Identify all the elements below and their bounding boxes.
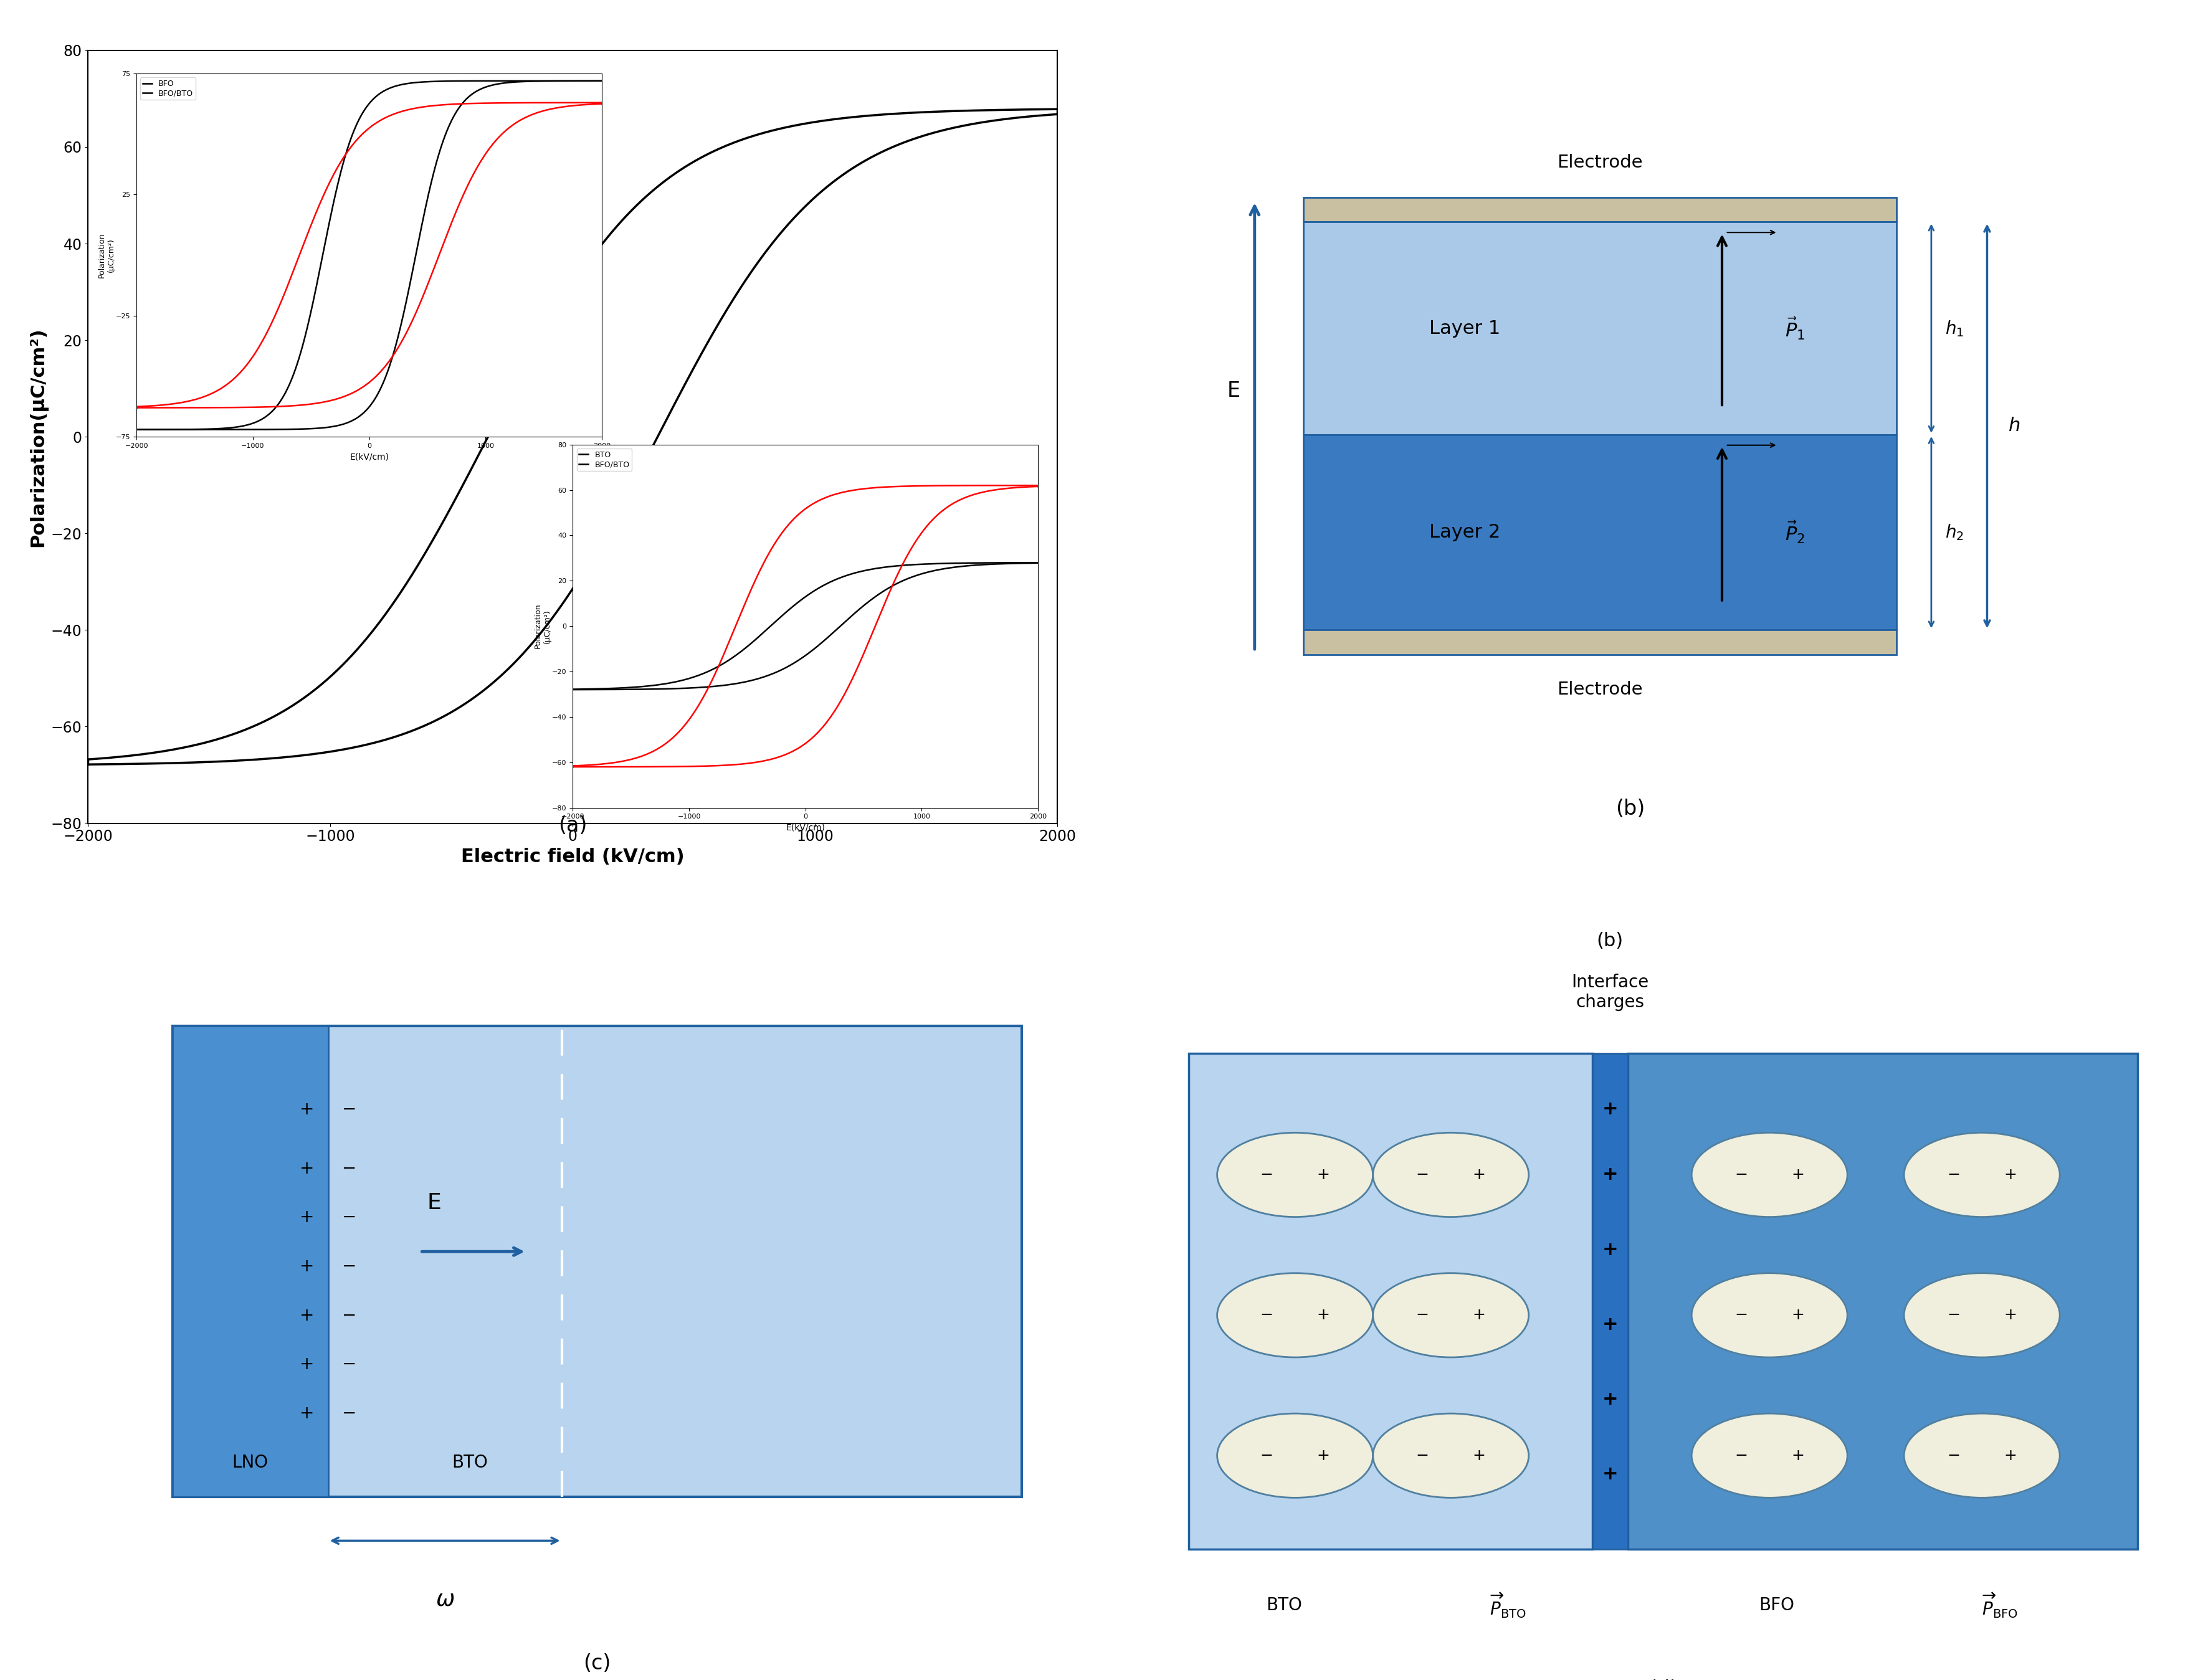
Text: +: + <box>300 1159 315 1178</box>
Text: E: E <box>1227 381 1240 402</box>
Text: −: − <box>1260 1168 1273 1183</box>
Text: +: + <box>1602 1391 1619 1408</box>
Text: −: − <box>1947 1307 1961 1322</box>
Text: −: − <box>1260 1448 1273 1463</box>
Ellipse shape <box>1372 1413 1529 1499</box>
Text: −: − <box>341 1356 357 1373</box>
Ellipse shape <box>1692 1132 1848 1216</box>
Bar <box>172 1026 1022 1497</box>
Text: −: − <box>1734 1307 1747 1322</box>
Ellipse shape <box>1903 1273 2060 1357</box>
Text: −: − <box>341 1307 357 1324</box>
Text: +: + <box>1791 1168 1804 1183</box>
Bar <box>172 1026 328 1497</box>
X-axis label: Electric field (kV/cm): Electric field (kV/cm) <box>460 848 685 865</box>
Text: BTO: BTO <box>1267 1596 1302 1614</box>
Text: +: + <box>300 1258 315 1275</box>
Ellipse shape <box>1372 1273 1529 1357</box>
Text: Electrode: Electrode <box>1558 680 1643 699</box>
Text: −: − <box>341 1208 357 1226</box>
Text: (b): (b) <box>1615 798 1646 820</box>
Text: Electrode: Electrode <box>1558 155 1643 171</box>
Text: −: − <box>1260 1307 1273 1322</box>
Text: BFO: BFO <box>1758 1596 1793 1614</box>
Text: (c): (c) <box>584 1653 610 1673</box>
Text: −: − <box>1734 1448 1747 1463</box>
Text: $h_1$: $h_1$ <box>1945 319 1965 338</box>
Y-axis label: Polarization(μC/cm²): Polarization(μC/cm²) <box>29 328 48 546</box>
Text: $\vec{P}_2$: $\vec{P}_2$ <box>1784 519 1804 546</box>
Ellipse shape <box>1218 1132 1372 1216</box>
Text: +: + <box>1602 1315 1619 1334</box>
Ellipse shape <box>1903 1413 2060 1499</box>
Bar <box>1628 1053 2137 1549</box>
Text: +: + <box>1602 1240 1619 1258</box>
Text: +: + <box>1791 1448 1804 1463</box>
Text: LNO: LNO <box>231 1453 269 1472</box>
Text: −: − <box>341 1159 357 1178</box>
Text: +: + <box>2005 1448 2016 1463</box>
Text: +: + <box>1472 1307 1485 1322</box>
Ellipse shape <box>1218 1273 1372 1357</box>
Ellipse shape <box>1692 1413 1848 1499</box>
Text: −: − <box>341 1258 357 1275</box>
Text: $h$: $h$ <box>2009 417 2020 435</box>
Text: +: + <box>1317 1448 1331 1463</box>
Text: −: − <box>1947 1168 1961 1183</box>
Text: $\vec{P}_1$: $\vec{P}_1$ <box>1784 316 1804 341</box>
Text: +: + <box>1791 1307 1804 1322</box>
Text: $\overrightarrow{P}_{\rm BTO}$: $\overrightarrow{P}_{\rm BTO}$ <box>1489 1591 1527 1620</box>
Ellipse shape <box>1372 1132 1529 1216</box>
Text: −: − <box>1417 1168 1430 1183</box>
Text: −: − <box>341 1100 357 1119</box>
Text: +: + <box>1602 1166 1619 1184</box>
Text: BTO: BTO <box>452 1453 487 1472</box>
Bar <box>1304 222 1897 435</box>
Text: −: − <box>1947 1448 1961 1463</box>
Ellipse shape <box>1692 1273 1848 1357</box>
Text: Layer 2: Layer 2 <box>1430 524 1500 541</box>
Text: −: − <box>1417 1307 1430 1322</box>
Text: $\omega$: $\omega$ <box>436 1589 454 1609</box>
Ellipse shape <box>1218 1413 1372 1499</box>
Text: −: − <box>1417 1448 1430 1463</box>
Text: +: + <box>300 1100 315 1119</box>
Text: +: + <box>300 1208 315 1226</box>
Ellipse shape <box>1903 1132 2060 1216</box>
Bar <box>1190 1053 1593 1549</box>
Bar <box>1593 1053 1628 1549</box>
Text: +: + <box>300 1404 315 1421</box>
Bar <box>1304 435 1897 630</box>
Text: Layer 1: Layer 1 <box>1430 319 1500 338</box>
Text: +: + <box>2005 1168 2016 1183</box>
Text: +: + <box>1472 1448 1485 1463</box>
Text: −: − <box>341 1404 357 1421</box>
Text: +: + <box>300 1356 315 1373</box>
Text: +: + <box>1602 1100 1619 1119</box>
Text: (b): (b) <box>1597 932 1624 949</box>
Text: (a): (a) <box>557 815 588 837</box>
Text: +: + <box>300 1307 315 1324</box>
Text: E: E <box>427 1193 441 1213</box>
Text: +: + <box>1472 1168 1485 1183</box>
Text: −: − <box>1734 1168 1747 1183</box>
Text: $\overrightarrow{P}_{\rm BFO}$: $\overrightarrow{P}_{\rm BFO}$ <box>1983 1591 2018 1620</box>
Text: +: + <box>1317 1307 1331 1322</box>
Text: Interface
charges: Interface charges <box>1571 973 1648 1011</box>
Bar <box>1304 198 1897 222</box>
Bar <box>1304 630 1897 655</box>
Text: +: + <box>2005 1307 2016 1322</box>
Text: $h_2$: $h_2$ <box>1945 522 1963 543</box>
Text: +: + <box>1317 1168 1331 1183</box>
Text: +: + <box>1602 1465 1619 1483</box>
